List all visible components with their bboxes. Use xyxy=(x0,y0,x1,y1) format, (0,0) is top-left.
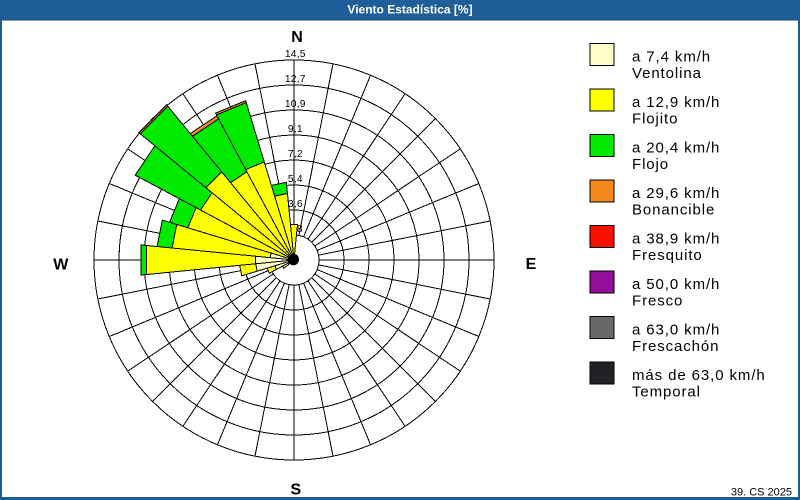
svg-text:Temporal: Temporal xyxy=(632,384,701,401)
svg-text:Bonancible: Bonancible xyxy=(632,202,715,219)
svg-text:7,2: 7,2 xyxy=(288,149,303,160)
svg-text:3,6: 3,6 xyxy=(288,199,303,210)
svg-text:S: S xyxy=(290,481,301,498)
svg-text:a 12,9 km/h: a 12,9 km/h xyxy=(632,94,720,111)
svg-text:más de 63,0 km/h: más de 63,0 km/h xyxy=(632,367,766,384)
svg-text:a 29,6 km/h: a 29,6 km/h xyxy=(632,185,720,202)
svg-text:Viento Estadística [%]: Viento Estadística [%] xyxy=(347,3,472,17)
svg-text:Frescachón: Frescachón xyxy=(632,338,719,355)
svg-text:Flojo: Flojo xyxy=(632,156,669,173)
svg-text:E: E xyxy=(526,256,537,273)
svg-text:14,5: 14,5 xyxy=(285,49,306,60)
svg-text:W: W xyxy=(53,257,69,274)
svg-text:a 50,0 km/h: a 50,0 km/h xyxy=(632,276,720,293)
svg-text:39. CS 2025: 39. CS 2025 xyxy=(731,486,792,498)
svg-text:Fresquito: Fresquito xyxy=(632,247,703,264)
svg-text:9,1: 9,1 xyxy=(288,124,303,135)
svg-text:12,7: 12,7 xyxy=(285,74,306,85)
svg-text:Ventolina: Ventolina xyxy=(632,65,702,82)
svg-text:a 20,4 km/h: a 20,4 km/h xyxy=(632,139,720,156)
svg-text:Flojito: Flojito xyxy=(632,111,678,128)
svg-text:a 63,0 km/h: a 63,0 km/h xyxy=(632,321,720,338)
svg-text:a 7,4 km/h: a 7,4 km/h xyxy=(632,48,711,65)
svg-text:10,9: 10,9 xyxy=(285,99,306,110)
svg-text:a 38,9 km/h: a 38,9 km/h xyxy=(632,230,720,247)
svg-text:Fresco: Fresco xyxy=(632,293,683,310)
svg-text:5,4: 5,4 xyxy=(288,174,303,185)
svg-text:N: N xyxy=(291,29,303,46)
